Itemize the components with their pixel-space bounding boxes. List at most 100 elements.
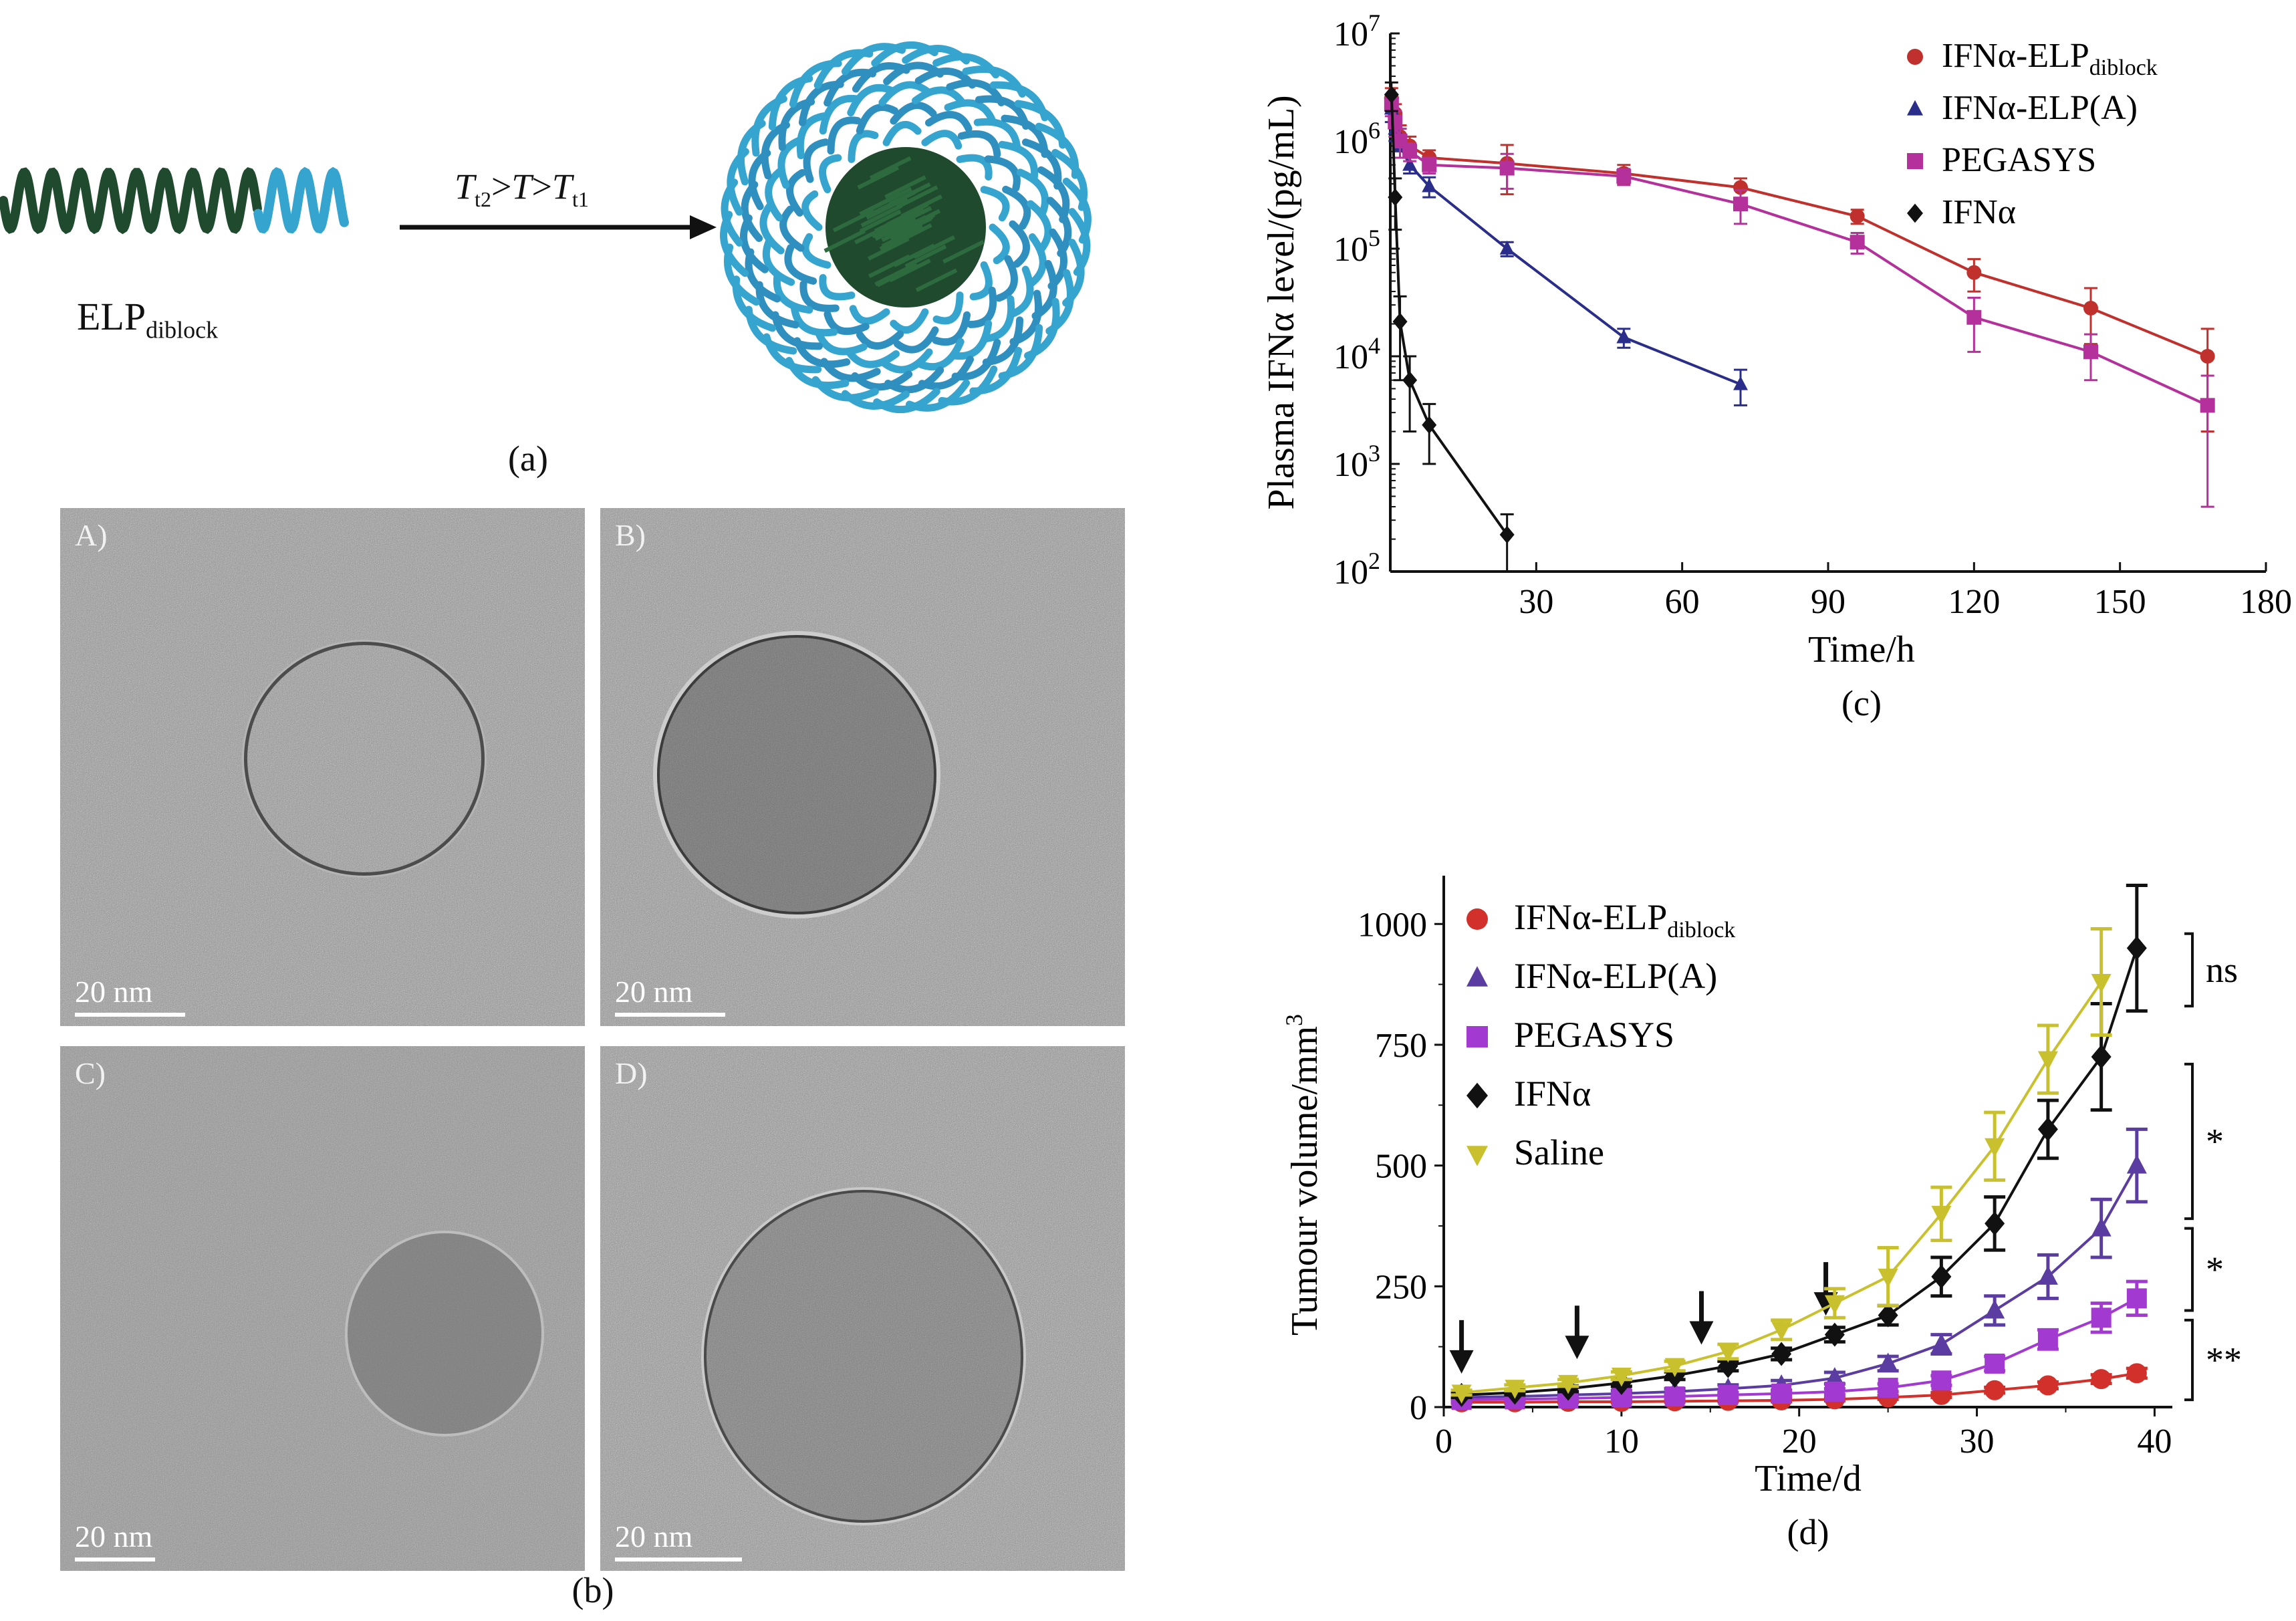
data-point <box>1985 1299 2005 1319</box>
x-tick-label: 20 <box>1782 1422 1817 1461</box>
particle-C <box>348 1233 541 1434</box>
tem-image-A: A) 20 nm <box>60 508 585 1026</box>
series-line <box>1392 109 1741 384</box>
data-point <box>2038 1265 2058 1285</box>
significance-bracket <box>2184 1320 2192 1400</box>
shell-chain <box>1031 237 1043 284</box>
x-tick-label: 60 <box>1665 583 1700 621</box>
legend-label: IFNα-ELPdiblock <box>1942 37 2158 80</box>
micelle <box>724 45 1088 409</box>
legend-marker <box>1466 966 1488 986</box>
data-point <box>1985 1380 2005 1400</box>
y-axis-label: Tumour volume/mm3 <box>1281 1014 1325 1336</box>
data-point <box>2127 936 2147 960</box>
y-tick-label: 250 <box>1375 1268 1427 1306</box>
series-IFNα-ELP-diblock <box>1451 1363 2148 1412</box>
series-line <box>1462 1166 2137 1398</box>
tem-label: C) <box>75 1055 106 1091</box>
tem-image-B: B) 20 nm <box>600 508 1125 1026</box>
data-point <box>2038 1051 2058 1071</box>
shell-chain <box>961 134 997 154</box>
shell-chain <box>973 265 989 296</box>
significance-bracket <box>2184 1229 2192 1311</box>
y-tick-label: 500 <box>1375 1148 1427 1186</box>
shell-chain <box>894 312 925 330</box>
x-axis-label: Time/h <box>1808 629 1915 670</box>
data-point <box>1733 197 1748 211</box>
series-line <box>1392 98 2208 356</box>
scale-bar: 20 nm <box>615 1521 692 1552</box>
legend-marker <box>1907 100 1923 116</box>
shell-chain <box>823 158 838 189</box>
particle-B <box>657 635 936 914</box>
caption-c: (c) <box>1841 683 1882 723</box>
legend-marker <box>1466 1083 1488 1108</box>
particle-A <box>244 642 485 876</box>
legend-marker <box>1466 908 1488 930</box>
transition-condition: Tt2>T>Tt1 <box>455 166 589 212</box>
x-tick-label: 10 <box>1604 1422 1639 1461</box>
y-tick-label: 104 <box>1333 332 1380 376</box>
x-tick-label: 120 <box>1948 583 2000 621</box>
shell-chain <box>999 259 1014 298</box>
scale-bar: 20 nm <box>75 1521 152 1552</box>
shell-chain <box>984 190 1006 218</box>
data-point <box>1985 1354 2005 1374</box>
data-point <box>1825 1382 1845 1402</box>
data-point <box>2127 1154 2147 1174</box>
series-IFNα-ELP(A) <box>1384 98 1748 405</box>
dose-arrow-head <box>1689 1322 1713 1345</box>
shell-chain <box>860 108 894 131</box>
legend-label: PEGASYS <box>1942 141 2096 179</box>
shell-chain <box>1013 224 1027 264</box>
x-tick-label: 180 <box>2240 583 2292 621</box>
data-point <box>1718 1385 1738 1405</box>
shell-chain <box>988 159 1017 188</box>
data-point <box>1616 169 1631 184</box>
y-tick-label: 105 <box>1333 225 1380 269</box>
shell-chain <box>790 172 803 213</box>
shell-chain <box>894 106 933 122</box>
shell-chain <box>886 124 918 142</box>
data-point <box>1616 330 1631 344</box>
significance-bracket <box>2184 934 2192 1006</box>
data-point <box>1402 372 1417 389</box>
data-point <box>1402 144 1417 159</box>
significance-label: ns <box>2206 950 2238 990</box>
data-point <box>1393 313 1408 330</box>
data-point <box>1771 1342 1791 1366</box>
shell-chain <box>849 352 896 365</box>
legend-label: IFNα-ELPdiblock <box>1514 897 1735 943</box>
data-point <box>1878 1269 1898 1288</box>
chart-c-pharmacokinetics: 30 60 90 120 150 180 102 103 104 105 106 107 Time/h P… <box>1160 0 2296 735</box>
legend-marker <box>1907 49 1923 65</box>
shell-chain <box>916 90 963 103</box>
data-point <box>2083 301 2098 316</box>
data-point <box>2091 1307 2112 1328</box>
shell-chain <box>993 227 1006 261</box>
x-tick-label: 90 <box>1811 583 1845 621</box>
data-point <box>2083 344 2098 359</box>
dose-arrow-head <box>1565 1336 1589 1359</box>
panel-a: Tt2>T>Tt1 ELPdiblock (a) <box>0 0 1136 495</box>
significance-label: * <box>2206 1122 2224 1162</box>
x-axis-label: Time/d <box>1755 1458 1862 1499</box>
legend-label: Saline <box>1514 1132 1604 1172</box>
shell-chain <box>805 237 827 265</box>
x-tick-label: 150 <box>2094 583 2146 621</box>
data-point <box>2038 1330 2058 1350</box>
legend-label: IFNα-ELP(A) <box>1514 956 1717 996</box>
legend-label: IFNα-ELP(A) <box>1942 89 2138 127</box>
legend-marker <box>1466 1026 1488 1047</box>
x-tick-label: 30 <box>1519 583 1553 621</box>
helix-shell-block <box>258 172 344 229</box>
helix-core-block <box>3 172 257 229</box>
caption-d: (d) <box>1787 1512 1829 1552</box>
data-point <box>2091 1217 2112 1237</box>
plot-area: 0 10 20 30 4002505007501000Time/dTumour volu… <box>1281 876 2242 1552</box>
tem-label: A) <box>75 517 108 553</box>
tem-image-C: C) 20 nm <box>60 1046 585 1571</box>
data-point <box>1500 161 1515 176</box>
legend-label: PEGASYS <box>1514 1015 1674 1055</box>
data-point <box>1850 209 1865 224</box>
